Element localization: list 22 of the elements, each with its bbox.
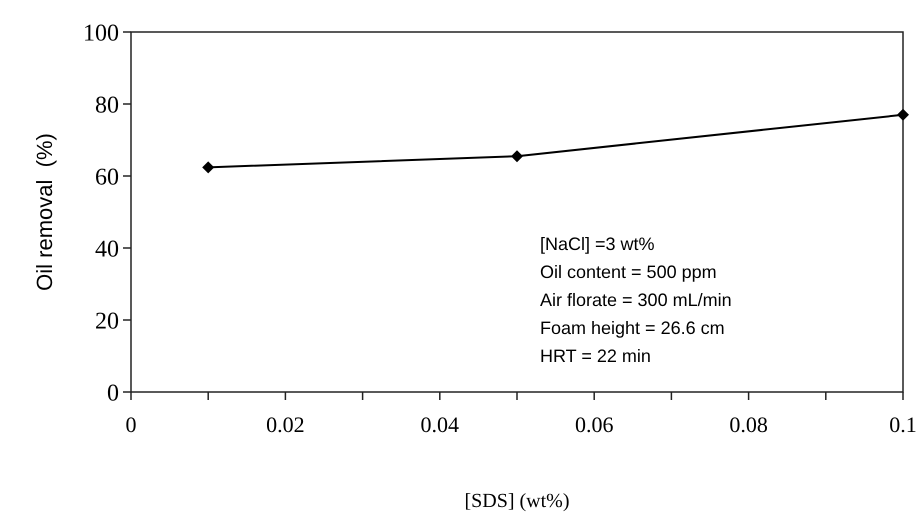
y-tick-label: 80 xyxy=(95,92,119,118)
x-tick-label: 0.06 xyxy=(574,412,614,437)
x-tick-label: 0.08 xyxy=(729,412,768,437)
x-tick-label: 0.02 xyxy=(266,412,305,437)
y-tick-label: 100 xyxy=(83,20,119,46)
point xyxy=(511,150,523,162)
y-tick-label: 40 xyxy=(95,236,119,262)
x-tick-label: 0.1 xyxy=(889,412,917,437)
x-axis-title: [SDS] (wt%) xyxy=(464,490,570,512)
annotation: Oil content = 500 ppm xyxy=(540,262,717,282)
annotation: Air florate = 300 mL/min xyxy=(540,290,732,310)
annotation: Foam height = 26.6 cm xyxy=(540,318,725,338)
y-tick-label: 20 xyxy=(95,308,119,334)
y-tick-label: 60 xyxy=(95,164,119,190)
point xyxy=(897,108,909,121)
x-tick-label: 0.04 xyxy=(420,412,460,437)
point xyxy=(202,161,214,174)
annotation: [NaCl] =3 wt% xyxy=(540,234,655,254)
y-tick-label: 0 xyxy=(107,380,119,406)
y-axis-title: Oil removal (%) xyxy=(32,133,57,291)
x-tick-label: 0 xyxy=(126,412,136,437)
annotation: HRT = 22 min xyxy=(540,346,651,366)
